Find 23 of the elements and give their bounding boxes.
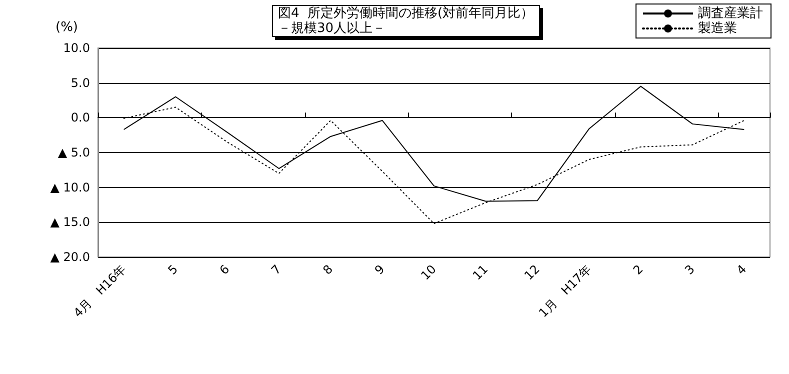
x-tick-label: 2 <box>630 262 646 278</box>
x-tick-label: 12 <box>522 262 542 283</box>
x-tick-label: 8 <box>320 262 336 278</box>
chart-title: 図4 所定外労働時間の推移(対前年同月比） <box>278 5 534 21</box>
x-tick-label: 5 <box>165 262 180 278</box>
x-tick-label: 4 <box>734 262 750 278</box>
legend-label: 製造業 <box>698 21 737 36</box>
x-tick-label: 9 <box>372 262 388 278</box>
x-tick-label: 11 <box>470 262 491 283</box>
x-tick-label: 3 <box>682 262 698 278</box>
legend-label: 調査産業計 <box>698 5 763 21</box>
y-tick-label: ▲ 10.0 <box>50 180 90 194</box>
y-tick-label: 10.0 <box>63 41 90 55</box>
y-tick-label: ▲ 5.0 <box>58 146 90 160</box>
chart-subtitle: －規模30人以上－ <box>278 21 386 36</box>
x-tick-label: 6 <box>216 262 232 278</box>
y-axis-title: (%) <box>56 20 78 35</box>
y-tick-label: 5.0 <box>70 76 90 90</box>
y-tick-label: 0.0 <box>70 110 90 125</box>
x-tick-label: 7 <box>268 262 284 278</box>
y-tick-label: ▲ 15.0 <box>50 215 90 230</box>
x-tick-label: 10 <box>418 262 439 283</box>
y-tick-label: ▲ 20.0 <box>50 250 90 264</box>
